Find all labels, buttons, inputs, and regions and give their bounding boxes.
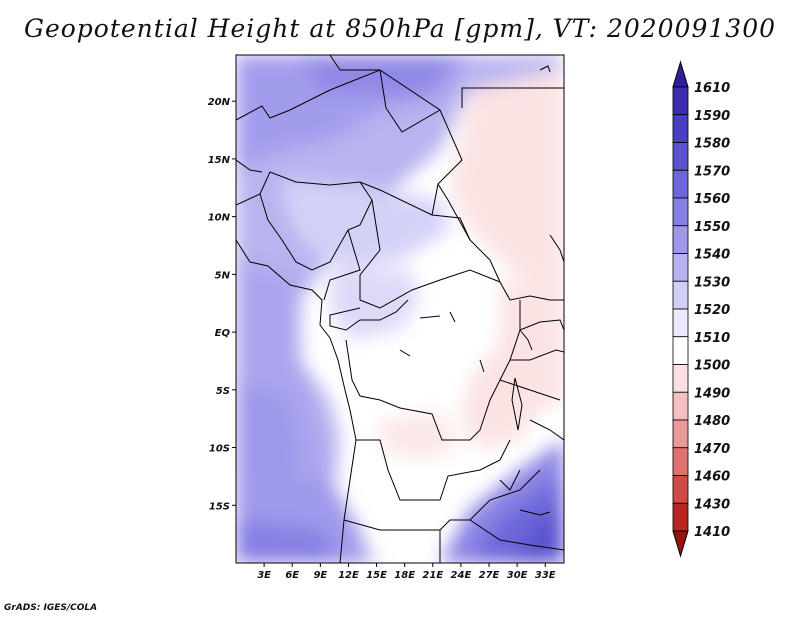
lat-axis: 20N 15N 10N 5N EQ 5S 10S 15S xyxy=(208,97,236,512)
lat-tick-label: 5S xyxy=(216,386,230,397)
colorbar-level-label: 1520 xyxy=(694,303,730,318)
colorbar-swatch xyxy=(672,142,689,171)
lat-tick-label: 5N xyxy=(215,270,231,281)
colorbar-swatch xyxy=(672,447,689,476)
colorbar-swatch xyxy=(672,280,689,310)
colorbar-swatch xyxy=(672,86,689,116)
colorbar-swatch xyxy=(672,197,689,227)
lon-tick-label: 15E xyxy=(366,570,387,581)
colorbar-level-label: 1410 xyxy=(694,525,730,540)
colorbar-swatch xyxy=(672,364,689,393)
colorbar-top-arrow xyxy=(672,60,689,88)
colorbar-level-label: 1610 xyxy=(694,81,730,96)
colorbar-level-label: 1550 xyxy=(694,220,730,235)
colorbar-level-label: 1500 xyxy=(694,359,730,374)
lat-tick-label: 10N xyxy=(208,213,231,224)
lat-tick-label: 15S xyxy=(209,501,230,512)
country-borders xyxy=(236,55,564,563)
colorbar-bottom-arrow xyxy=(672,530,689,558)
colorbar-swatch xyxy=(672,225,689,254)
lon-tick-label: 18E xyxy=(394,570,415,581)
lon-axis: 3E 6E 9E 12E 15E 18E 21E 24E 27E 30E 33E xyxy=(257,563,556,581)
colorbar-swatch xyxy=(672,114,689,143)
colorbar-level-label: 1570 xyxy=(694,164,730,179)
lat-tick-label: 10S xyxy=(209,444,230,455)
colorbar-level-label: 1470 xyxy=(694,442,730,457)
colorbar-swatch xyxy=(672,336,689,365)
colorbar-level-label: 1480 xyxy=(694,414,730,429)
colorbar-swatch xyxy=(672,391,689,421)
lon-tick-label: 27E xyxy=(479,570,500,581)
lat-tick-label: 20N xyxy=(208,97,231,108)
lat-tick-label: EQ xyxy=(215,328,231,339)
lon-tick-label: 6E xyxy=(285,570,299,581)
lat-tick-label: 15N xyxy=(208,155,231,166)
plot-title: Geopotential Height at 850hPa [gpm], VT:… xyxy=(23,14,777,43)
colorbar-level-label: 1430 xyxy=(694,497,730,512)
colorbar-level-label: 1560 xyxy=(694,192,730,207)
colorbar-swatch xyxy=(672,475,689,504)
lon-tick-label: 24E xyxy=(451,570,472,581)
colorbar-swatch xyxy=(672,253,689,282)
colorbar-swatch xyxy=(672,169,689,199)
lon-tick-label: 21E xyxy=(422,570,443,581)
lon-tick-label: 30E xyxy=(507,570,528,581)
lon-tick-label: 3E xyxy=(257,570,271,581)
lon-tick-label: 9E xyxy=(313,570,327,581)
colorbar-swatch xyxy=(672,502,689,532)
colorbar-swatch xyxy=(672,419,689,449)
lon-tick-label: 33E xyxy=(535,570,556,581)
colorbar-level-label: 1540 xyxy=(694,248,730,263)
colorbar-level-label: 1590 xyxy=(694,109,730,124)
lon-tick-label: 12E xyxy=(338,570,359,581)
colorbar-swatch xyxy=(672,308,689,338)
grads-credit: GrADS: IGES/COLA xyxy=(4,603,98,613)
colorbar: 1610 1590 1580 1570 1560 1550 1540 1530 1520 1510… xyxy=(672,60,730,558)
map-frame xyxy=(235,54,565,564)
colorbar-level-label: 1510 xyxy=(694,331,730,346)
colorbar-level-label: 1490 xyxy=(694,386,730,401)
colorbar-level-label: 1530 xyxy=(694,275,730,290)
colorbar-level-label: 1460 xyxy=(694,470,730,485)
geopotential-field xyxy=(236,55,564,563)
colorbar-level-label: 1580 xyxy=(694,137,730,152)
